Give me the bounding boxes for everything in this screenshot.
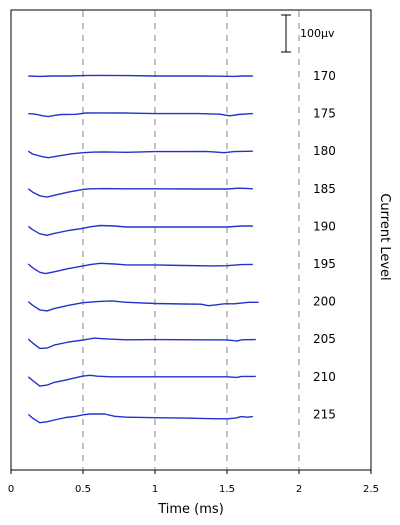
level-label-170: 170 [313,69,336,83]
x-tick-label-4: 2 [296,484,302,495]
y-axis-title: Current Level [377,193,392,280]
x-axis-ticks: 0 0.5 1 1.5 2 2.5 [8,470,379,495]
trace-180 [27,150,253,159]
trace-210 [27,374,256,387]
scale-bar: 100μv [281,14,335,53]
x-tick-label-2: 1 [152,484,158,495]
x-tick-label-3: 1.5 [219,484,235,495]
x-tick-label-1: 0.5 [75,484,91,495]
level-label-215: 215 [313,407,336,421]
level-label-195: 195 [313,257,336,271]
trace-195 [27,262,253,275]
trace-200 [27,300,259,312]
level-label-175: 175 [313,107,336,121]
plot-frame [10,9,372,471]
scale-bar-label: 100μv [300,27,335,40]
level-label-210: 210 [313,370,336,384]
level-label-180: 180 [313,144,336,158]
level-label-190: 190 [313,219,336,233]
trace-190 [27,224,253,237]
trace-170 [28,74,253,78]
x-axis-title: Time (ms) [157,502,224,517]
x-tick-label-0: 0 [8,484,14,495]
trace-215 [27,413,253,424]
gridlines [82,11,300,469]
level-label-205: 205 [313,332,336,346]
x-tick-label-5: 2.5 [363,484,379,495]
traces [27,74,259,424]
trace-185 [27,187,253,198]
current-level-labels: 170 175 180 185 190 195 200 205 210 215 [313,69,336,421]
level-label-200: 200 [313,295,336,309]
trace-205 [27,337,256,350]
trace-175 [28,112,253,118]
level-label-185: 185 [313,182,336,196]
